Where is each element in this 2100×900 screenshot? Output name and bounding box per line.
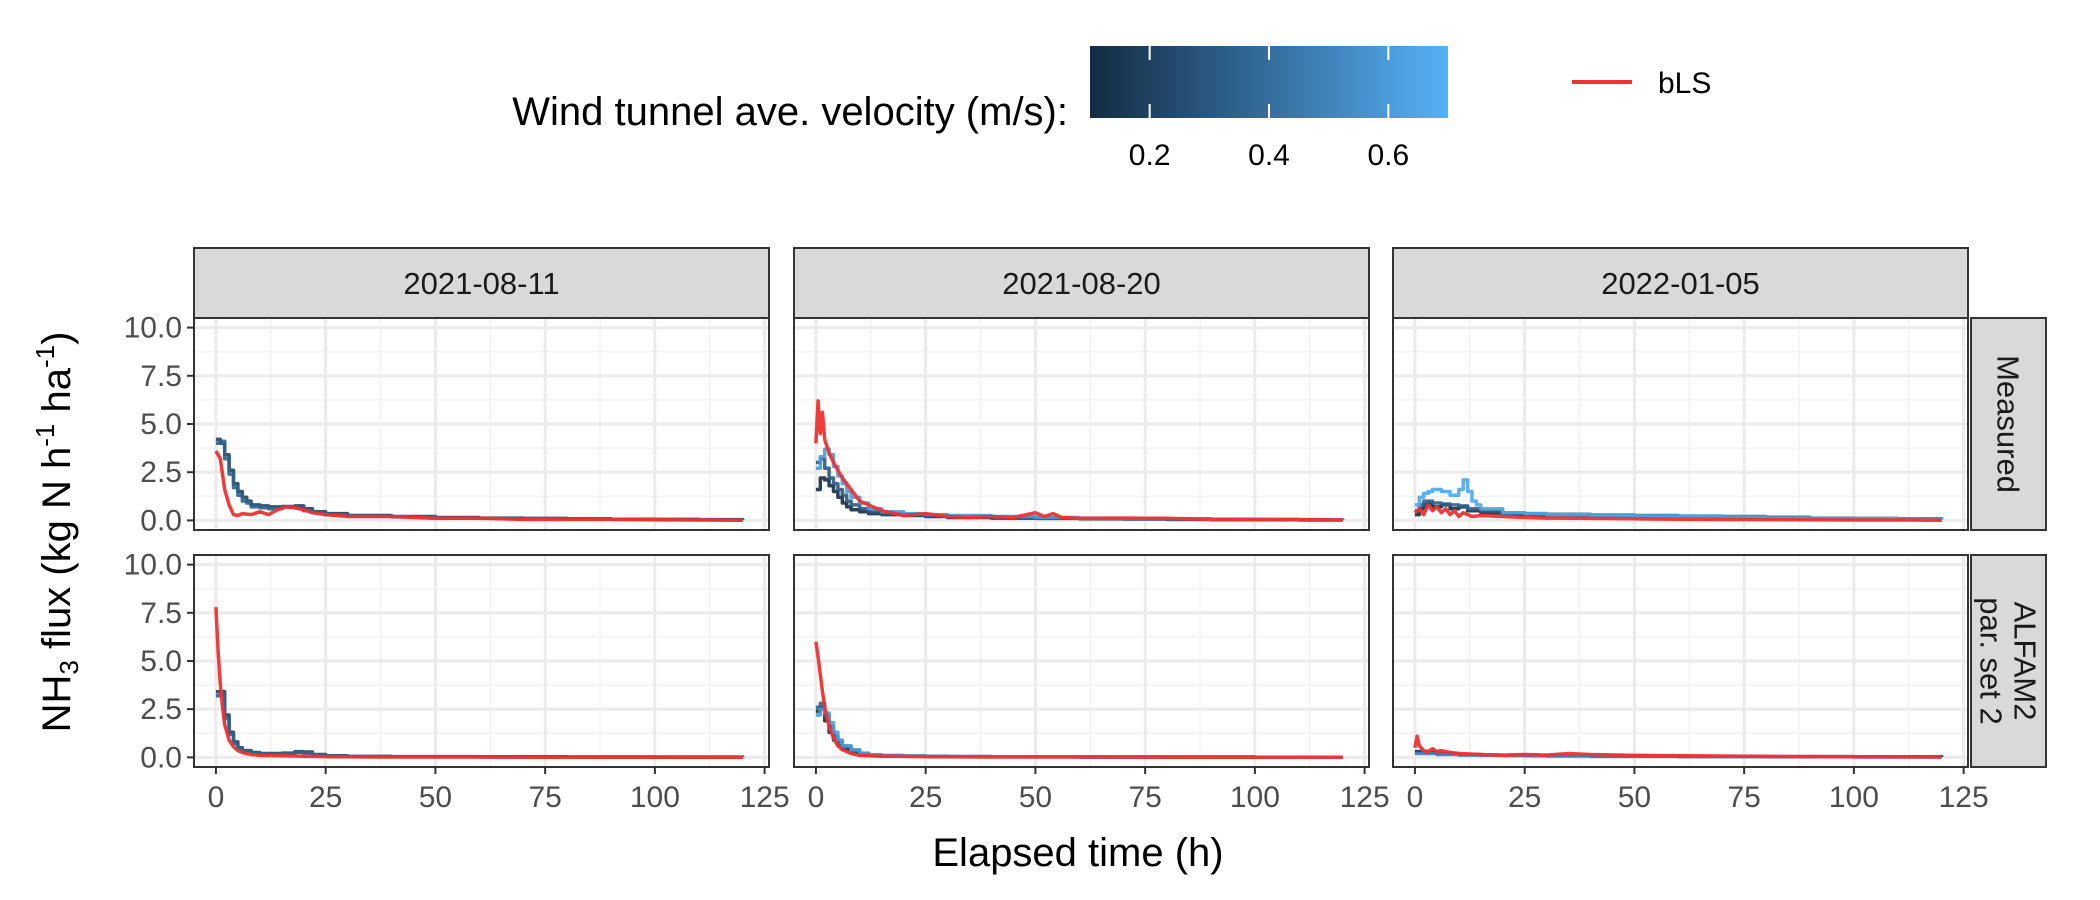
panel-border — [793, 317, 1370, 531]
panel-2021-08-20-measured — [793, 317, 1370, 531]
bls-series-line — [214, 450, 743, 522]
x-tick-label: 100 — [1829, 781, 1879, 814]
x-tick-label: 75 — [528, 781, 561, 814]
x-axis-title: Elapsed time (h) — [932, 831, 1223, 875]
colorbar-tick-label: 0.2 — [1129, 139, 1171, 172]
panel-2022-01-05-alfam2-par-set-2: 0 25 50 75 100 125 — [1392, 554, 1989, 814]
legend: Wind tunnel ave. velocity (m/s): 0.2 0.4 0… — [512, 46, 1711, 172]
column-strip-2022-01-05 — [1392, 247, 1969, 319]
row-strip-label: ALFAM2 — [2008, 602, 2043, 721]
bls-series-line — [1413, 503, 1942, 522]
y-tick-label: 10.0 — [124, 312, 182, 345]
y-tick-label: 5.0 — [140, 645, 182, 678]
row-strip-alfam2-par-set-2 — [1970, 554, 2047, 768]
y-axis-title: NH3 flux (kg N h-1 ha-1) — [30, 332, 84, 733]
x-tick-label: 25 — [909, 781, 942, 814]
x-tick-label: 0 — [1407, 781, 1424, 814]
bls-series-line — [1413, 734, 1942, 759]
y-tick-label: 5.0 — [140, 408, 182, 441]
column-strip-label: 2021-08-20 — [1002, 266, 1161, 301]
x-tick-label: 75 — [1727, 781, 1760, 814]
panel-border — [1392, 554, 1969, 768]
colorbar-ticks: 0.2 0.4 0.6 — [1129, 46, 1409, 172]
row-strip-label: par. set 2 — [1974, 597, 2009, 725]
y-tick-label: 7.5 — [140, 360, 182, 393]
row-strip-label: Measured — [1991, 355, 2026, 493]
y-tick-label: 2.5 — [140, 693, 182, 726]
x-tick-label: 50 — [1019, 781, 1052, 814]
column-strip-2021-08-11 — [193, 247, 770, 319]
panel-border — [793, 554, 1370, 768]
bls-series-line — [214, 606, 743, 759]
panel-border — [1392, 317, 1969, 531]
x-tick-label: 100 — [630, 781, 680, 814]
panel-2021-08-11-measured: 0.0 2.5 5.0 7.5 10.0 — [124, 312, 770, 537]
bls-legend-label: bLS — [1658, 67, 1711, 100]
panel-2021-08-11-alfam2-par-set-2: 0.0 2.5 5.0 7.5 10.0 0 25 50 75 100 125 — [124, 549, 790, 814]
colorbar-tick-label: 0.6 — [1367, 139, 1409, 172]
x-tick-label: 50 — [419, 781, 452, 814]
facet-panels: 2021-08-11 2021-08-20 2022-01-05 Measured AL… — [124, 247, 2047, 814]
x-tick-label: 0 — [808, 781, 825, 814]
row-strip-label-group: Measured — [1991, 355, 2026, 493]
x-tick-label: 100 — [1230, 781, 1280, 814]
y-tick-label: 7.5 — [140, 597, 182, 630]
y-tick-label: 0.0 — [140, 741, 182, 774]
x-tick-label: 25 — [309, 781, 342, 814]
column-strip-label: 2021-08-11 — [403, 266, 559, 301]
x-tick-label: 0 — [208, 781, 225, 814]
panel-2021-08-20-alfam2-par-set-2: 0 25 50 75 100 125 — [793, 554, 1390, 814]
panel-2022-01-05-measured — [1392, 317, 1969, 531]
bls-series-line — [814, 399, 1343, 522]
x-tick-label: 75 — [1128, 781, 1161, 814]
y-tick-label: 2.5 — [140, 456, 182, 489]
column-strip-label: 2022-01-05 — [1601, 266, 1760, 301]
colorbar-legend-title: Wind tunnel ave. velocity (m/s): — [512, 90, 1068, 134]
x-tick-label: 125 — [740, 781, 790, 814]
bls-series-line — [814, 641, 1343, 759]
x-tick-label: 50 — [1618, 781, 1651, 814]
column-strip-2021-08-20 — [793, 247, 1370, 319]
x-tick-label: 125 — [1340, 781, 1390, 814]
row-strip-measured — [1970, 317, 2047, 531]
x-tick-label: 125 — [1939, 781, 1989, 814]
y-tick-label: 10.0 — [124, 549, 182, 582]
x-tick-label: 25 — [1508, 781, 1541, 814]
colorbar-tick-label: 0.4 — [1248, 139, 1290, 172]
y-tick-label: 0.0 — [140, 504, 182, 537]
